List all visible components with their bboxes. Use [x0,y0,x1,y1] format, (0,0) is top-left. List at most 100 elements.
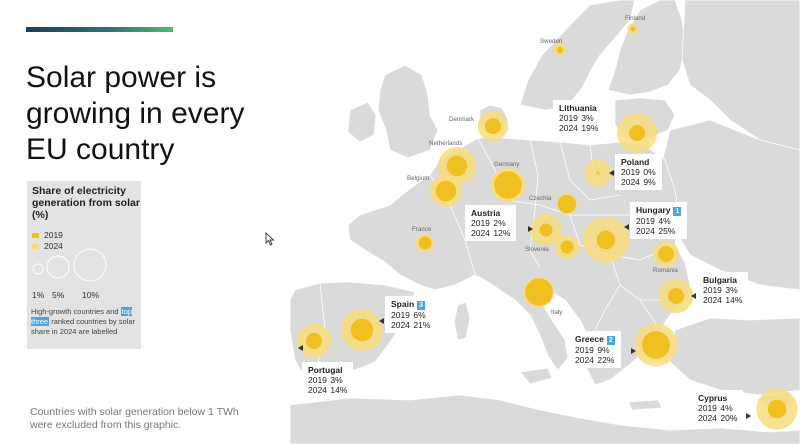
callout-pointer [624,224,629,230]
value-2019: 3% [330,375,343,385]
country-name: Greece [575,334,604,344]
year-label: 2024 [621,177,640,187]
callout-cyprus: Cyprus 2019 4% 2024 20% [692,390,744,426]
value-2019: 3% [725,285,738,295]
legend-circle-5pct [46,255,70,279]
land-crete [627,399,663,411]
year-label: 2019 [636,216,655,226]
map-label-romania: Romania [653,267,678,274]
title-line-1: Solar power is [26,61,217,94]
year-label: 2019 [698,403,717,413]
bubble-2019-greece [642,331,670,359]
mouse-cursor-icon [265,232,275,246]
callout-portugal: Portugal 2019 3% 2024 14% [302,362,354,398]
bubble-2019-finland [630,26,636,32]
bubble-2019-romania [658,246,674,262]
map-label-france: France [412,226,432,233]
land-north-africa [290,394,800,444]
value-2024: 21% [413,320,431,330]
value-2024: 14% [330,385,348,395]
map-label-belgium: Belgium [407,175,429,182]
value-2019: 4% [658,216,671,226]
legend-size-label-10: 10% [82,290,100,300]
year-label: 2019 [575,345,594,355]
value-2024: 14% [725,295,743,305]
value-2019: 9% [597,345,610,355]
bubble-2019-cyprus [767,399,787,419]
bubble-2019-netherlands [446,155,468,177]
legend-circle-10pct [73,248,107,282]
year-label: 2019 [391,310,410,320]
map-label-finland: Finland [625,15,646,22]
bubble-2019-hungary [596,230,616,250]
value-2019: 6% [413,310,426,320]
year-label: 2024 [391,320,410,330]
bubble-2019-germany [494,171,522,199]
map-label-denmark: Denmark [449,116,475,123]
year-label: 2019 [559,113,578,123]
legend: Share of electricity generation from sol… [27,181,141,349]
year-label: 2024 [559,123,578,133]
value-2019: 4% [720,403,733,413]
year-label: 2019 [621,167,640,177]
footnote: Countries with solar generation below 1 … [30,406,239,431]
land-turkey [669,317,800,396]
bubble-2019-austria [539,223,553,237]
bubble-2019-czechia [557,194,577,214]
value-2019: 2% [493,218,506,228]
callout-name: Cyprus [698,393,728,403]
callout-name: Bulgaria [703,275,738,285]
bubble-2019-denmark [485,118,501,134]
callout-pointer [609,170,614,176]
callout-hungary: Hungary 1 2019 4% 2024 25% [630,202,688,239]
legend-note-end: ranked countries by solar share in 2024 … [31,317,135,336]
callout-pointer [631,348,636,354]
land-norway-sweden [519,0,636,111]
land-sicily [519,367,553,385]
map-label-netherlands: Netherlands [429,140,462,147]
land-russia-north [681,0,800,151]
year-label: 2024 [471,228,490,238]
map-label-czechia: Czechia [529,195,552,202]
callout-lithuania: Lithuania 2019 3% 2024 19% [553,100,605,136]
bubble-2019-portugal [306,333,322,349]
year-label: 2024 [308,385,327,395]
callout-pointer [746,413,751,419]
bubble-2019-bulgaria [668,288,684,304]
title-line-3: EU country [26,133,175,166]
accent-bar [26,27,173,32]
land-corsica-sardinia [453,301,471,341]
legend-size-label-5: 5% [52,290,65,300]
bubble-2019-poland [596,171,600,175]
rank-badge: 2 [606,336,615,345]
callout-name: Poland [621,157,650,167]
year-label: 2024 [575,355,594,365]
legend-size-circles [32,248,107,282]
value-2019: 3% [581,113,594,123]
value-2024: 22% [597,355,615,365]
legend-label-2024: 2024 [44,241,63,251]
callout-poland: Poland 2019 0% 2024 9% [615,154,662,190]
rank-badge: 1 [673,207,682,216]
legend-swatch-2024 [32,244,39,250]
country-name: Spain [391,299,415,309]
bubble-2019-belgium [435,180,457,202]
map-label-italy: Italy [551,309,563,316]
callout-greece: Greece 2 2019 9% 2024 22% [569,331,621,368]
value-2024: 19% [581,123,599,133]
year-label: 2019 [471,218,490,228]
bubble-2019-sweden [556,46,564,54]
title-line-2: growing in every [26,97,245,130]
value-2019: 0% [643,167,656,177]
legend-label-2019: 2019 [44,230,63,240]
callout-name: Greece 2 [575,334,615,345]
legend-note-start: High-growth countries and [31,307,121,316]
legend-size-label-1: 1% [32,290,45,300]
legend-row-2019: 2019 [32,230,63,240]
callout-name: Lithuania [559,103,597,113]
bubble-2019-lithuania [629,125,645,141]
year-label: 2019 [703,285,722,295]
rank-badge: 3 [417,301,426,310]
map-label-germany: Germany [494,161,520,168]
